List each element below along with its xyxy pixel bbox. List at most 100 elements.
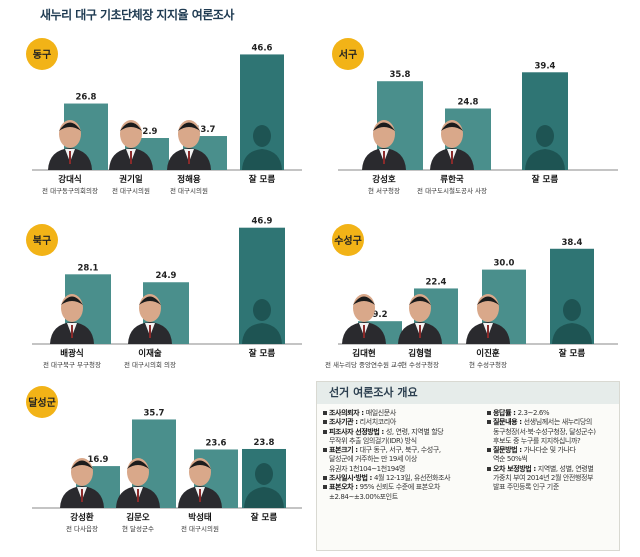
category-description: 현 수성구청장	[401, 360, 439, 369]
data-label: 23.8	[254, 438, 275, 448]
survey-info-key: 조사기관 :	[329, 418, 360, 427]
category-description: 전 대구시의원	[170, 186, 208, 195]
category-label: 이재술	[138, 348, 162, 359]
region-label: 달성군	[28, 396, 56, 409]
category-description: 전 다사읍장	[66, 524, 98, 533]
category-label: 류한국	[440, 174, 464, 185]
category-description: 현 수성구청장	[469, 360, 507, 369]
candidate-photo	[342, 294, 386, 344]
bullet-icon	[323, 411, 327, 415]
survey-info-key: 표본크기 :	[329, 446, 360, 455]
unknown-silhouette	[242, 299, 282, 344]
region-badge	[26, 224, 58, 256]
category-label: 잘 모름	[532, 174, 559, 185]
survey-info-key: 응답률 :	[493, 409, 518, 417]
candidate-photo	[116, 458, 160, 508]
silhouette-body	[242, 323, 282, 344]
survey-info-item: 질문내용 : 선생님께서는 새누리당의 동구청장(서·북·수성구청장, 달성군수)…	[487, 418, 617, 446]
region-label: 서구	[339, 48, 357, 61]
data-label: 46.9	[252, 217, 273, 227]
category-label: 정해용	[177, 174, 201, 185]
survey-info-value-continued: 무작위 추출 임의걸기(IDR) 방식	[329, 436, 417, 445]
photo-hair	[409, 296, 431, 305]
bullet-icon	[487, 448, 491, 453]
category-label: 배광식	[60, 348, 83, 359]
category-description: 전 대구동구의회의장	[42, 186, 98, 195]
page-title: 새누리 대구 기초단체장 지지율 여론조사	[40, 8, 234, 22]
data-label: 35.8	[390, 70, 411, 80]
silhouette-body	[552, 323, 592, 344]
survey-info-key: 질문방법 :	[493, 446, 524, 455]
region-label: 북구	[33, 235, 51, 247]
candidate-photo	[178, 458, 222, 508]
photo-hair	[71, 460, 93, 469]
bullet-icon	[487, 466, 491, 471]
category-label: 권기일	[119, 174, 143, 185]
region-label: 동구	[33, 49, 51, 61]
survey-info-value-continued: 가중치 부여 2014년 2월 안전행정부	[493, 474, 594, 483]
category-label: 김형렬	[408, 348, 432, 359]
data-label: 23.6	[206, 438, 227, 448]
category-label: 잘 모름	[251, 512, 278, 523]
survey-info-value: 95% 신뢰도 수준에 표본오차	[359, 483, 441, 492]
data-label: 35.7	[144, 408, 165, 418]
category-description: 전 대구도시철도공사 사장	[417, 186, 487, 195]
survey-info-value: 선생님께서는 새누리당의	[523, 418, 593, 427]
survey-info-item: 응답률 : 2.3~2.6%	[487, 409, 617, 418]
survey-info-value: 지역별, 성별, 연령별	[537, 464, 594, 473]
photo-hair	[59, 122, 81, 131]
candidate-photo	[362, 120, 406, 170]
survey-info-item: 조사기관 : 리서치코리아	[323, 418, 481, 427]
survey-info-value: 2.3~2.6%	[517, 409, 550, 417]
bullet-icon	[323, 476, 327, 481]
category-label: 잘 모름	[559, 348, 586, 359]
survey-info-item: 조사의뢰자 : 매일신문사	[323, 409, 481, 418]
survey-info-value-continued: 후보도 중 누구를 지지하십니까?	[493, 436, 581, 445]
survey-info-value: 4월 12-13일, 유선전화조사	[373, 474, 451, 483]
bullet-icon	[323, 420, 327, 425]
bullet-icon	[487, 411, 491, 415]
survey-info-right-column: 응답률 : 2.3~2.6% 질문내용 : 선생님께서는 새누리당의 동구청장(서·…	[487, 409, 617, 493]
unknown-silhouette	[552, 299, 592, 344]
survey-info-item: 질문방법 : 가나다순 및 가나다 역순 50%씩	[487, 446, 617, 465]
silhouette-head	[563, 299, 581, 321]
data-label: 9.2	[372, 310, 387, 320]
survey-info-key: 오차 보정방법 :	[493, 464, 538, 473]
region-label: 수성구	[334, 234, 362, 247]
unknown-silhouette	[242, 125, 282, 170]
category-description: 현 달성군수	[122, 524, 154, 533]
region-badge	[332, 224, 364, 256]
data-label: 30.0	[494, 259, 515, 269]
unknown-silhouette	[525, 125, 565, 170]
silhouette-body	[525, 149, 565, 170]
photo-hair	[127, 460, 149, 469]
photo-hair	[441, 122, 463, 131]
photo-hair	[477, 296, 499, 305]
photo-hair	[120, 122, 142, 131]
category-label: 강대식	[58, 174, 81, 185]
region-badge	[332, 38, 364, 70]
candidate-photo	[167, 120, 211, 170]
survey-info-value: 매일신문사	[365, 409, 397, 417]
region-badge	[26, 38, 58, 70]
data-label: 22.4	[426, 277, 447, 287]
photo-hair	[373, 122, 395, 131]
category-description: 전 대구북구 부구청장	[43, 360, 101, 369]
category-label: 잘 모름	[249, 174, 276, 185]
bullet-icon	[323, 429, 327, 434]
category-label: 잘 모름	[249, 348, 276, 359]
silhouette-head	[253, 299, 271, 321]
candidate-photo	[50, 294, 94, 344]
data-label: 13.7	[195, 125, 216, 135]
survey-info-value: 대구 동구, 서구, 북구, 수성구,	[359, 446, 441, 455]
survey-info-key: 조사의뢰자 :	[329, 409, 366, 417]
category-label: 김대현	[352, 348, 376, 359]
survey-info-value-continued: 유권자 1천104~1천194명	[329, 464, 405, 473]
data-label: 12.9	[137, 127, 158, 137]
photo-hair	[189, 460, 211, 469]
category-label: 강성호	[372, 174, 396, 185]
